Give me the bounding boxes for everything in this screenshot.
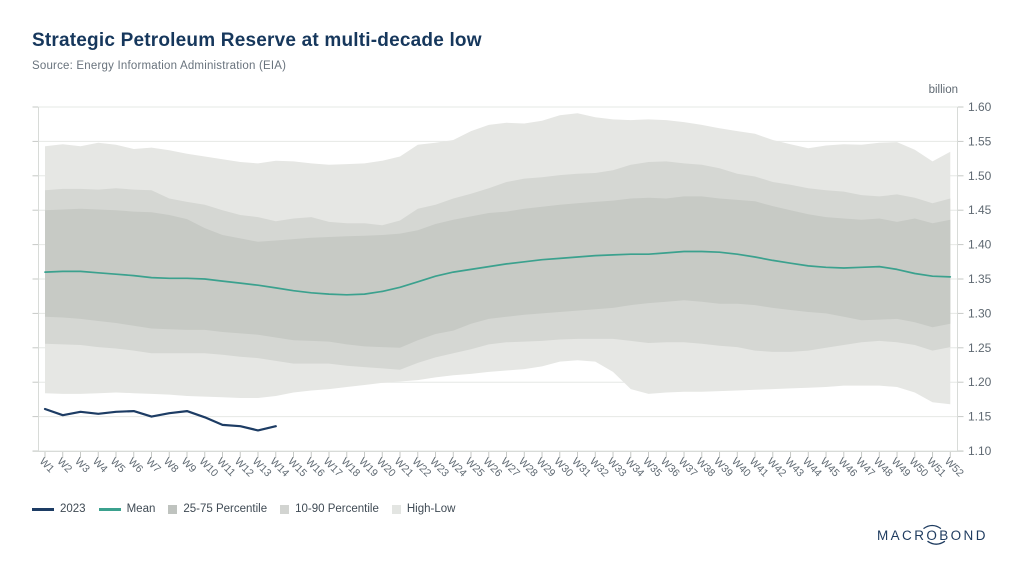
x-tick-label: W33	[605, 456, 629, 480]
x-tick-label: W20	[374, 456, 398, 480]
legend-swatch-mean	[98, 507, 121, 511]
x-tick-label: W35	[640, 456, 664, 480]
x-tick-label: W40	[729, 456, 753, 480]
legend-swatch-10-90	[280, 504, 290, 514]
x-tick-label: W44	[800, 456, 824, 480]
y-tick-label: 1.40	[968, 238, 992, 252]
y-tick-label: 1.60	[968, 100, 992, 114]
x-tick-label: W38	[694, 456, 718, 480]
logo-arc-top	[923, 524, 942, 530]
x-tick-label: W3	[72, 456, 92, 476]
x-tick-label: W39	[711, 456, 735, 480]
x-tick-label: W4	[90, 456, 110, 476]
y-tick-label: 1.50	[968, 169, 992, 183]
chart-source: Source: Energy Information Administratio…	[32, 60, 287, 72]
x-tick-label: W32	[587, 456, 611, 480]
x-tick-label: W14	[268, 456, 292, 480]
x-tick-label: W51	[924, 456, 948, 480]
x-tick-label: W45	[818, 456, 842, 480]
x-tick-label: W47	[853, 456, 877, 480]
legend-label: High-Low	[406, 503, 456, 515]
macrobond-logo: MACROBOND	[877, 524, 988, 545]
x-tick-label: W36	[658, 456, 682, 480]
x-tick-label: W52	[942, 456, 966, 480]
x-tick-label: W46	[836, 456, 860, 480]
x-tick-label: W37	[676, 456, 700, 480]
x-tick-label: W5	[108, 456, 128, 476]
y-tick-label: 1.10	[968, 444, 992, 458]
x-tick-label: W25	[463, 456, 487, 480]
x-tick-label: W28	[516, 456, 540, 480]
x-tick-label: W7	[143, 456, 163, 476]
x-tick-label: W16	[303, 456, 327, 480]
x-tick-label: W50	[907, 456, 931, 480]
x-tick-label: W26	[481, 456, 505, 480]
legend-item-2023: 2023	[32, 503, 86, 515]
x-tick-label: W10	[197, 456, 221, 480]
legend: 2023 Mean 25-75 Percentile 10-90 Percent…	[32, 503, 468, 515]
legend-swatch-high-low	[391, 504, 401, 514]
logo-arc-bottom	[927, 540, 946, 545]
y-tick-label: 1.35	[968, 272, 992, 286]
x-tick-label: W9	[179, 456, 199, 476]
band-25-75-percentile	[45, 196, 951, 348]
line-2023	[43, 407, 277, 432]
x-tick-label: W23	[427, 456, 451, 480]
x-tick-label: W18	[339, 456, 363, 480]
legend-item-mean: Mean	[98, 503, 156, 515]
legend-label: 2023	[60, 503, 86, 515]
x-tick-label: W48	[871, 456, 895, 480]
x-tick-label: W27	[498, 456, 522, 480]
x-tick-label: W6	[126, 456, 146, 476]
legend-item-high-low: High-Low	[391, 503, 456, 515]
legend-swatch-2023	[32, 507, 54, 511]
x-tick-label: W15	[285, 456, 309, 480]
y-tick-label: 1.55	[968, 134, 992, 148]
legend-item-25-75-percentile: 25-75 Percentile	[168, 503, 267, 515]
x-tick-label: W34	[623, 456, 647, 480]
x-tick-label: W17	[321, 456, 345, 480]
x-tick-label: W13	[250, 456, 274, 480]
y-tick-label: 1.25	[968, 341, 992, 355]
x-tick-label: W1	[37, 456, 57, 476]
x-tick-label: W30	[552, 456, 576, 480]
x-tick-label: W29	[534, 456, 558, 480]
x-tick-label: W22	[410, 456, 434, 480]
x-tick-label: W43	[782, 456, 806, 480]
mean-line	[44, 250, 952, 296]
y-axis-unit-label: billion	[928, 84, 958, 96]
x-tick-label: W24	[445, 456, 469, 480]
x-tick-label: W49	[889, 456, 913, 480]
x-tick-label: W21	[392, 456, 416, 480]
legend-item-10-90-percentile: 10-90 Percentile	[280, 503, 379, 515]
legend-swatch-25-75	[168, 504, 178, 514]
legend-label: Mean	[126, 503, 156, 515]
x-tick-label: W19	[356, 456, 380, 480]
logo-text: MACROBOND	[877, 528, 988, 543]
legend-label: 10-90 Percentile	[295, 503, 379, 515]
y-tick-label: 1.20	[968, 375, 992, 389]
legend-label: 25-75 Percentile	[183, 503, 268, 515]
x-tick-label: W42	[765, 456, 789, 480]
x-tick-label: W31	[569, 456, 593, 480]
x-tick-label: W11	[214, 456, 237, 479]
x-tick-label: W12	[232, 456, 256, 480]
y-tick-label: 1.15	[968, 410, 992, 424]
x-tick-label: W41	[747, 456, 771, 480]
y-tick-label: 1.45	[968, 203, 992, 217]
chart-title: Strategic Petroleum Reserve at multi-dec…	[32, 30, 482, 51]
x-tick-label: W2	[55, 456, 75, 476]
y-tick-label: 1.30	[968, 306, 992, 320]
x-tick-label: W8	[161, 456, 181, 476]
